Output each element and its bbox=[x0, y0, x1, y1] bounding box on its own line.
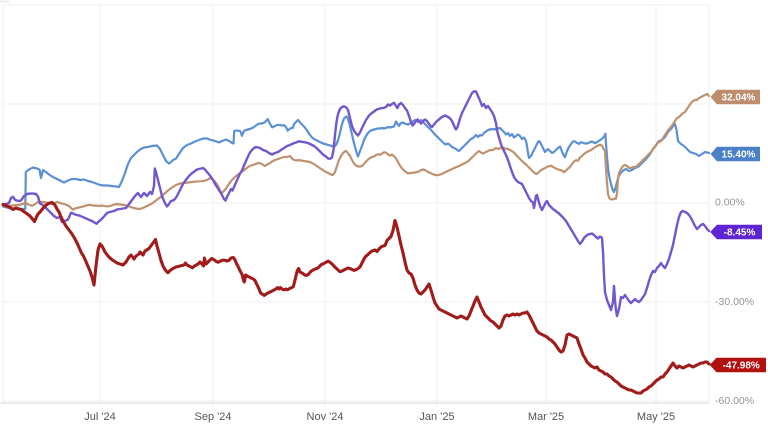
svg-text:Jan '25: Jan '25 bbox=[419, 411, 454, 423]
svg-text:-30.00%: -30.00% bbox=[715, 296, 754, 308]
svg-text:May '25: May '25 bbox=[637, 411, 675, 423]
svg-text:-60.00%: -60.00% bbox=[715, 395, 754, 407]
svg-text:0.00%: 0.00% bbox=[715, 197, 745, 209]
svg-text:Jul '24: Jul '24 bbox=[84, 411, 115, 423]
svg-text:32.04%: 32.04% bbox=[722, 93, 756, 104]
svg-text:-8.45%: -8.45% bbox=[724, 228, 756, 239]
svg-text:Mar '25: Mar '25 bbox=[528, 411, 564, 423]
svg-text:15.40%: 15.40% bbox=[722, 150, 756, 161]
svg-text:-47.98%: -47.98% bbox=[723, 361, 760, 372]
svg-text:Sep '24: Sep '24 bbox=[195, 411, 232, 423]
svg-text:Nov '24: Nov '24 bbox=[307, 411, 344, 423]
